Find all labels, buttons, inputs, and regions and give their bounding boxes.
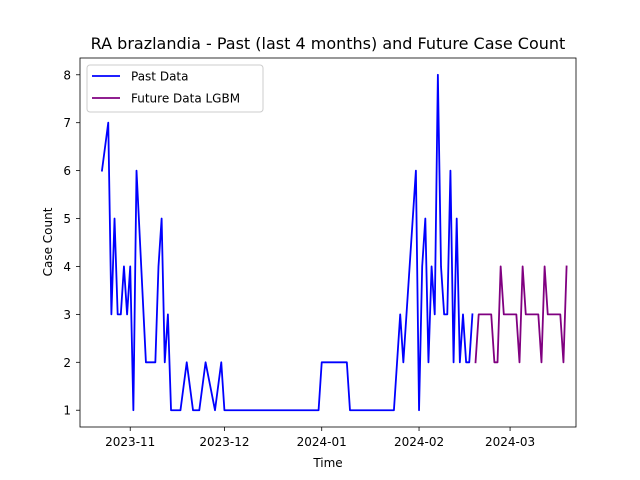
y-tick-label: 1 [63,404,71,418]
plot-area [79,57,577,428]
x-tick-label: 2024-01 [297,435,347,449]
y-tick-label: 6 [63,164,71,178]
y-axis-label: Case Count [41,207,55,276]
x-tick-label: 2024-03 [485,435,535,449]
y-axis: 1 2 3 4 5 6 7 8 [63,68,80,418]
x-tick-label: 2023-11 [105,435,155,449]
legend-label-past: Past Data [131,70,188,84]
x-axis: 2023-11 2023-12 2024-01 2024-02 2024-03 [105,427,535,449]
y-tick-label: 7 [63,116,71,130]
y-tick-label: 5 [63,212,71,226]
series-layer [100,73,568,412]
legend-label-future: Future Data LGBM [131,92,240,106]
series-future-data-line [474,265,568,364]
x-tick-label: 2024-02 [394,435,444,449]
y-tick-label: 8 [63,68,71,82]
legend-box [86,64,264,113]
y-tick-label: 4 [63,260,71,274]
plot-frame [79,57,577,428]
x-tick-label: 2023-12 [199,435,249,449]
legend: Past Data Future Data LGBM [86,64,264,113]
plot-background [80,58,576,427]
series-past-data-line [100,73,474,412]
y-tick-label: 3 [63,308,71,322]
x-axis-label: Time [312,456,342,470]
chart-title: RA brazlandia - Past (last 4 months) and… [91,34,566,53]
y-tick-label: 2 [63,356,71,370]
